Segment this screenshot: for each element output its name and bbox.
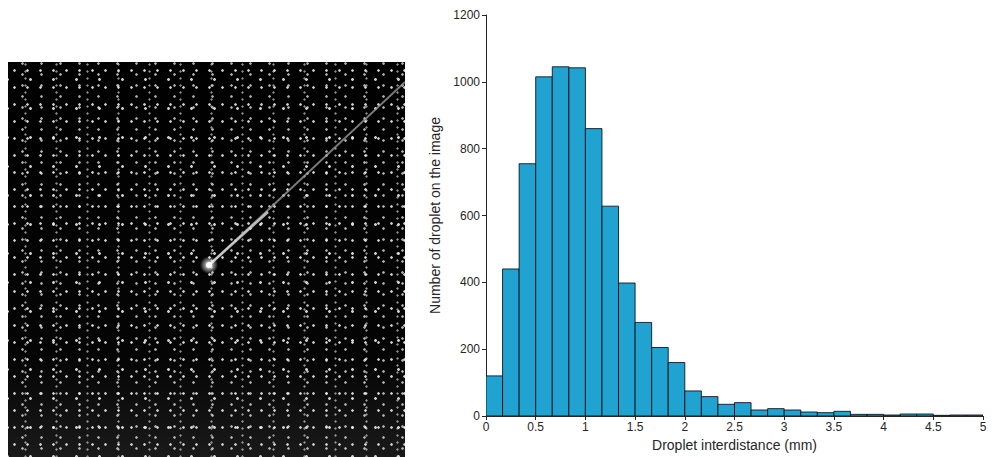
svg-text:800: 800 — [460, 142, 480, 156]
svg-text:3: 3 — [781, 420, 788, 434]
svg-text:2: 2 — [681, 420, 688, 434]
svg-text:0.5: 0.5 — [527, 420, 544, 434]
svg-text:0: 0 — [473, 409, 480, 423]
svg-text:1200: 1200 — [453, 8, 480, 22]
svg-text:1: 1 — [582, 420, 589, 434]
svg-text:0: 0 — [483, 420, 490, 434]
svg-text:Number of droplet on the image: Number of droplet on the image — [427, 117, 443, 314]
svg-text:4.5: 4.5 — [925, 420, 942, 434]
svg-text:1.5: 1.5 — [627, 420, 644, 434]
svg-text:200: 200 — [460, 342, 480, 356]
svg-text:1000: 1000 — [453, 75, 480, 89]
svg-text:2.5: 2.5 — [726, 420, 743, 434]
svg-text:Droplet interdistance (mm): Droplet interdistance (mm) — [652, 437, 817, 453]
svg-text:3.5: 3.5 — [826, 420, 843, 434]
svg-text:4: 4 — [880, 420, 887, 434]
svg-text:400: 400 — [460, 275, 480, 289]
svg-text:5: 5 — [980, 420, 987, 434]
svg-text:600: 600 — [460, 209, 480, 223]
